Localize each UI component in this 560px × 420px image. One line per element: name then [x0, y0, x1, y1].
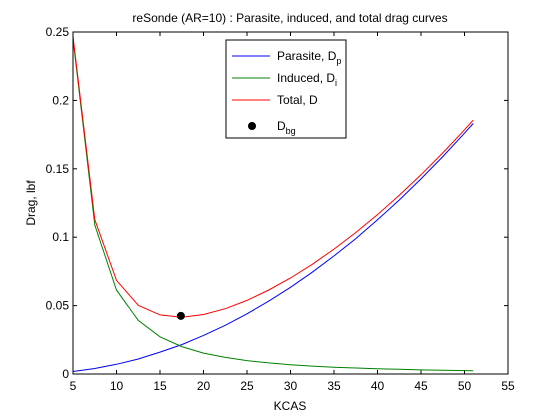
x-tick-label: 10: [110, 379, 124, 393]
x-tick-label: 5: [70, 379, 77, 393]
x-tick-label: 15: [153, 379, 167, 393]
y-axis-ticks: 0 0.05 0.1 0.15 0.2 0.25: [46, 25, 508, 381]
x-tick-label: 20: [197, 379, 211, 393]
series-line-parasite: [72, 123, 474, 372]
x-tick-label: 45: [414, 379, 428, 393]
chart-title: reSonde (AR=10) : Parasite, induced, and…: [132, 11, 447, 25]
y-tick-label: 0.05: [46, 299, 70, 313]
x-axis-ticks: 5 10 15 20 25 30 35 40 45 50 55: [70, 32, 515, 393]
x-tick-label: 35: [327, 379, 341, 393]
legend-swatch: [248, 122, 256, 130]
y-axis-title: Drag, lbf: [24, 180, 38, 226]
x-axis-title: KCAS: [274, 399, 307, 413]
x-tick-label: 50: [458, 379, 472, 393]
y-tick-label: 0.25: [46, 25, 70, 39]
series-line-total: [72, 36, 474, 318]
plot-frame: [72, 31, 509, 375]
legend-label: Induced, Di: [277, 71, 337, 88]
points-layer: [176, 311, 185, 320]
legend-label: Total, D: [277, 93, 318, 107]
x-tick-label: 30: [284, 379, 298, 393]
y-tick-label: 0: [62, 367, 69, 381]
x-tick-label: 25: [240, 379, 254, 393]
series-layer: [72, 36, 474, 372]
min-drag-point: [176, 311, 185, 320]
y-tick-label: 0.2: [52, 93, 69, 107]
legend-label: Parasite, Dp: [277, 49, 341, 66]
x-tick-label: 55: [501, 379, 515, 393]
y-tick-label: 0.1: [52, 230, 69, 244]
series-line-induced: [72, 38, 474, 372]
x-tick-label: 40: [371, 379, 385, 393]
y-tick-label: 0.15: [46, 162, 70, 176]
